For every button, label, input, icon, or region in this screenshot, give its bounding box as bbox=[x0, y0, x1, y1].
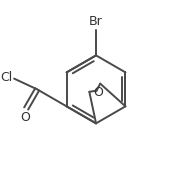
Text: O: O bbox=[20, 111, 30, 124]
Text: Br: Br bbox=[89, 15, 103, 28]
Text: O: O bbox=[94, 86, 104, 99]
Text: Cl: Cl bbox=[0, 71, 12, 84]
